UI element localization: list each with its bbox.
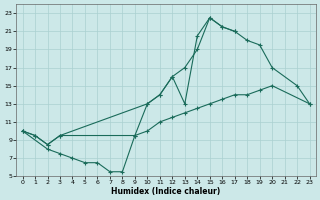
X-axis label: Humidex (Indice chaleur): Humidex (Indice chaleur) [111, 187, 221, 196]
